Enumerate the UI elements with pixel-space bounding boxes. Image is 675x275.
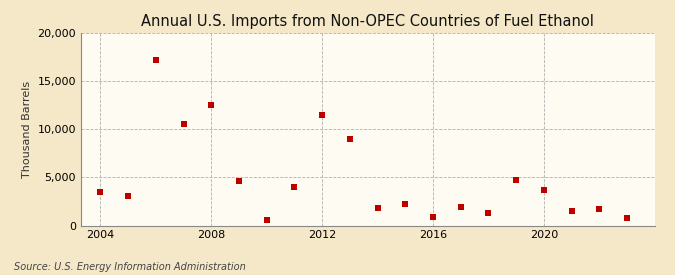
Y-axis label: Thousand Barrels: Thousand Barrels [22,81,32,178]
Point [123,194,134,198]
Point [594,207,605,211]
Point [372,206,383,210]
Point [622,216,632,220]
Point [289,185,300,189]
Point [483,211,494,215]
Point [261,218,272,222]
Point [456,205,466,210]
Point [427,214,438,219]
Point [317,113,327,117]
Point [178,122,189,127]
Text: Source: U.S. Energy Information Administration: Source: U.S. Energy Information Administ… [14,262,245,271]
Point [539,188,549,192]
Point [400,202,410,207]
Point [344,137,355,141]
Point [234,179,244,183]
Point [206,103,217,107]
Point [151,58,161,62]
Point [511,178,522,183]
Point [95,190,106,194]
Point [566,209,577,213]
Title: Annual U.S. Imports from Non-OPEC Countries of Fuel Ethanol: Annual U.S. Imports from Non-OPEC Countr… [142,14,594,29]
